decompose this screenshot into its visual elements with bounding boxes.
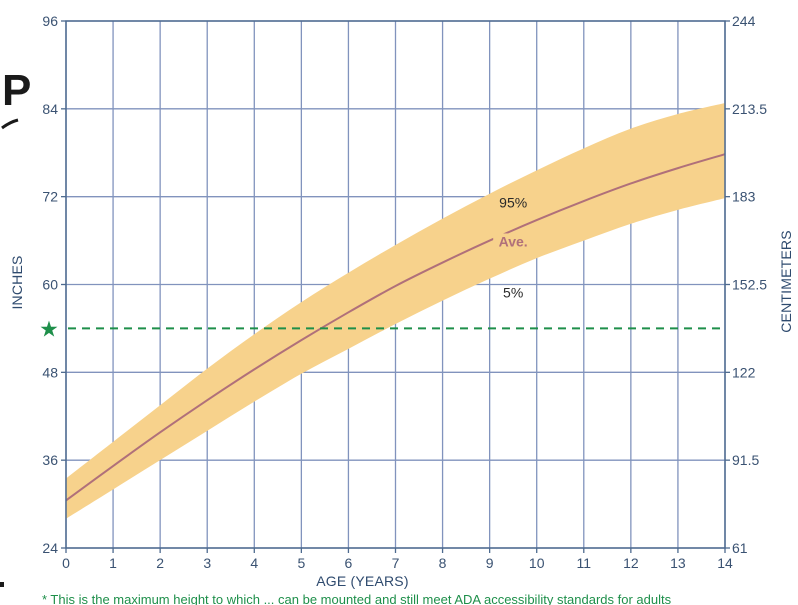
average-line bbox=[65, 153, 726, 502]
x-tick-label: 9 bbox=[486, 555, 494, 571]
x-tick-label: 10 bbox=[529, 555, 545, 571]
x-tick-label: 12 bbox=[623, 555, 639, 571]
x-axis-title: AGE (YEARS) bbox=[316, 573, 408, 589]
x-tick-label: 14 bbox=[717, 555, 733, 571]
y-tick-label-right: 213.5 bbox=[732, 101, 767, 117]
footnote: * This is the maximum height to which ..… bbox=[42, 592, 672, 605]
y-tick-label-right: 152.5 bbox=[732, 277, 767, 293]
cropped-title-letter: P bbox=[2, 66, 31, 115]
average-label-backdrop bbox=[493, 233, 534, 252]
y-tick-label-right: 244 bbox=[732, 13, 756, 29]
series-label-95: 95% bbox=[499, 195, 527, 211]
x-tick-label: 6 bbox=[345, 555, 353, 571]
x-tick-label: 11 bbox=[577, 555, 592, 571]
x-tick-label: 4 bbox=[250, 555, 258, 571]
y-tick-label-right: 61 bbox=[732, 540, 748, 556]
x-tick-label: 8 bbox=[439, 555, 447, 571]
axes: 0 1 2 3 4 5 6 7 8 9 10 11 12 13 14243648607284966191.5… bbox=[42, 13, 767, 571]
x-tick-label: 0 bbox=[62, 555, 70, 571]
y-tick-label-left: 72 bbox=[42, 189, 58, 205]
y-tick-label-left: 48 bbox=[42, 364, 58, 380]
x-tick-label: 5 bbox=[297, 555, 305, 571]
y-tick-label-left: 36 bbox=[42, 452, 58, 468]
y-axis-title-right: CENTIMETERS bbox=[778, 230, 794, 333]
x-tick-label: 1 bbox=[109, 555, 117, 571]
y-tick-label-right: 91.5 bbox=[732, 452, 759, 468]
y-tick-label-left: 24 bbox=[42, 540, 58, 556]
series-label-5: 5% bbox=[503, 285, 523, 301]
y-tick-label-left: 96 bbox=[42, 13, 58, 29]
reference-star-icon: ★ bbox=[39, 316, 59, 341]
cropped-mark bbox=[0, 582, 4, 587]
y-tick-label-left: 60 bbox=[42, 277, 58, 293]
x-tick-label: 13 bbox=[670, 555, 686, 571]
percentile-band bbox=[66, 102, 725, 519]
x-tick-label: 3 bbox=[203, 555, 211, 571]
band-labels: 95% Ave. 5% bbox=[493, 195, 534, 301]
x-tick-label: 7 bbox=[392, 555, 400, 571]
y-tick-label-right: 122 bbox=[732, 364, 756, 380]
x-tick-label: 2 bbox=[156, 555, 164, 571]
y-tick-label-left: 84 bbox=[42, 101, 58, 117]
cropped-arrow-icon bbox=[1, 118, 19, 130]
y-axis-title-left: INCHES bbox=[9, 255, 25, 309]
series-label-average: Ave. bbox=[499, 233, 528, 249]
y-tick-label-right: 183 bbox=[732, 189, 756, 205]
